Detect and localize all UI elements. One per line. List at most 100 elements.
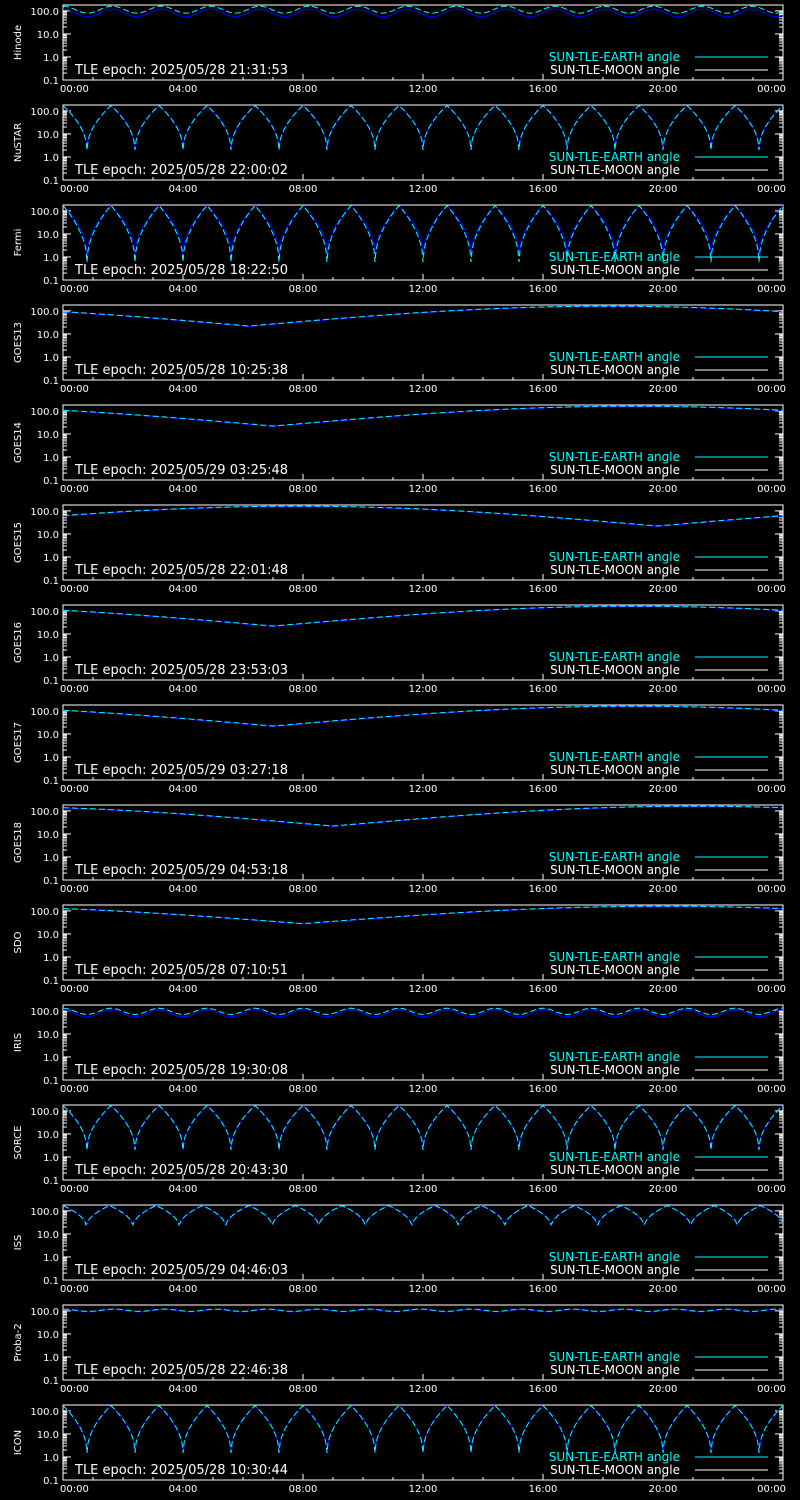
x-tick-label: 16:00 (529, 484, 558, 495)
tle-epoch: TLE epoch: 2025/05/28 20:43:30 (74, 1163, 288, 1178)
y-tick-label: 10.0 (37, 930, 59, 941)
x-tick-label: 04:00 (169, 984, 198, 995)
sun-tle-moon-line (62, 706, 783, 728)
tle-epoch: TLE epoch: 2025/05/28 22:01:48 (74, 563, 288, 578)
x-tick-label: 04:00 (169, 1284, 198, 1295)
x-tick-label: 12:00 (409, 1184, 438, 1195)
x-tick-label: 08:00 (289, 1284, 318, 1295)
x-tick-label: 20:00 (649, 784, 678, 795)
tle-epoch: TLE epoch: 2025/05/28 10:30:44 (74, 1463, 288, 1478)
x-tick-label: 08:00 (289, 384, 318, 395)
satellite-label: Hinode (13, 25, 24, 60)
panel-goes17: 100.010.01.00.100:00 04:00 08:00 12:00 16:00… (13, 704, 786, 795)
x-tick-label: 20:00 (649, 84, 678, 95)
y-tick-label: 100.0 (30, 1207, 59, 1218)
satellite-label: ISS (13, 1235, 24, 1251)
y-tick-label: 0.1 (43, 1376, 59, 1387)
x-tick-label: 16:00 (529, 384, 558, 395)
y-tick-label: 100.0 (30, 1307, 59, 1318)
y-tick-label: 10.0 (37, 30, 59, 41)
x-tick-label: 04:00 (169, 584, 198, 595)
x-tick-label: 00:00 (60, 84, 89, 95)
y-tick-label: 100.0 (30, 607, 59, 618)
legend-moon-label: SUN-TLE-MOON angle (550, 1463, 680, 1477)
legend-earth-label: SUN-TLE-EARTH angle (549, 1450, 680, 1464)
x-tick-label: 20:00 (649, 384, 678, 395)
tle-epoch: TLE epoch: 2025/05/28 10:25:38 (74, 363, 288, 378)
legend-moon-label: SUN-TLE-MOON angle (550, 963, 680, 977)
legend-moon-label: SUN-TLE-MOON angle (550, 63, 680, 77)
x-tick-label: 04:00 (169, 384, 198, 395)
y-tick-label: 1.0 (43, 753, 59, 764)
tle-epoch: TLE epoch: 2025/05/28 18:22:50 (74, 263, 288, 278)
x-tick-label: 20:00 (649, 1184, 678, 1195)
y-tick-label: 100.0 (30, 807, 59, 818)
x-tick-label: 12:00 (409, 484, 438, 495)
legend-earth-label: SUN-TLE-EARTH angle (549, 550, 680, 564)
tle-epoch: TLE epoch: 2025/05/28 23:53:03 (74, 663, 288, 678)
legend-earth-label: SUN-TLE-EARTH angle (549, 250, 680, 264)
y-tick-label: 100.0 (30, 407, 59, 418)
y-tick-label: 10.0 (37, 1430, 59, 1441)
x-tick-label: 16:00 (529, 784, 558, 795)
panel-iss: 100.010.01.00.100:00 04:00 08:00 12:00 16:00… (13, 1204, 786, 1295)
x-tick-label: 16:00 (529, 84, 558, 95)
x-tick-label: 00:00 (60, 1484, 89, 1495)
y-tick-label: 10.0 (37, 1130, 59, 1141)
x-tick-label: 00:00 (757, 1484, 786, 1495)
tle-epoch: TLE epoch: 2025/05/28 19:30:08 (74, 1063, 288, 1078)
legend-moon-label: SUN-TLE-MOON angle (550, 663, 680, 677)
tle-epoch: TLE epoch: 2025/05/29 04:46:03 (74, 1263, 288, 1278)
panel-goes13: 100.010.01.00.100:00 04:00 08:00 12:00 16:00… (13, 304, 786, 395)
satellite-label: GOES13 (13, 322, 24, 363)
legend-earth-label: SUN-TLE-EARTH angle (549, 1150, 680, 1164)
y-tick-label: 0.1 (43, 876, 59, 887)
y-tick-label: 10.0 (37, 530, 59, 541)
sun-tle-earth-line (62, 104, 784, 151)
x-tick-label: 00:00 (60, 784, 89, 795)
x-tick-label: 20:00 (649, 1284, 678, 1295)
legend-moon-label: SUN-TLE-MOON angle (550, 1263, 680, 1277)
sun-tle-moon-line (62, 606, 783, 628)
tle-epoch: TLE epoch: 2025/05/28 07:10:51 (74, 963, 288, 978)
y-tick-label: 10.0 (37, 1330, 59, 1341)
sun-tle-earth-line (62, 905, 783, 925)
x-tick-label: 08:00 (289, 1084, 318, 1095)
x-tick-label: 04:00 (169, 84, 198, 95)
x-tick-label: 12:00 (409, 584, 438, 595)
panel-goes15: 100.010.01.00.100:00 04:00 08:00 12:00 16:00… (13, 504, 786, 595)
y-tick-label: 10.0 (37, 330, 59, 341)
y-tick-label: 0.1 (43, 1076, 59, 1087)
x-tick-label: 20:00 (649, 1084, 678, 1095)
x-tick-label: 04:00 (169, 684, 198, 695)
sun-tle-earth-line (63, 405, 784, 427)
satellite-label: GOES16 (13, 622, 24, 663)
x-tick-label: 00:00 (757, 984, 786, 995)
y-tick-label: 100.0 (30, 1107, 59, 1118)
satellite-label: Fermi (13, 229, 24, 257)
sun-tle-earth-line (63, 1007, 783, 1016)
satellite-label: GOES15 (13, 522, 24, 563)
satellite-label: ICON (13, 1430, 24, 1455)
x-tick-label: 20:00 (649, 1484, 678, 1495)
y-tick-label: 0.1 (43, 1476, 59, 1487)
y-tick-label: 1.0 (43, 553, 59, 564)
x-tick-label: 00:00 (60, 384, 89, 395)
legend-earth-label: SUN-TLE-EARTH angle (549, 1050, 680, 1064)
y-tick-label: 100.0 (30, 907, 59, 918)
x-tick-label: 00:00 (757, 1184, 786, 1195)
x-tick-label: 00:00 (757, 184, 786, 195)
x-tick-label: 00:00 (60, 884, 89, 895)
y-tick-label: 10.0 (37, 130, 59, 141)
x-tick-label: 08:00 (289, 284, 318, 295)
y-tick-label: 0.1 (43, 76, 59, 87)
x-tick-label: 00:00 (757, 684, 786, 695)
x-tick-label: 08:00 (289, 184, 318, 195)
y-tick-label: 10.0 (37, 430, 59, 441)
x-tick-label: 16:00 (529, 1084, 558, 1095)
x-tick-label: 16:00 (529, 1284, 558, 1295)
x-tick-label: 12:00 (409, 84, 438, 95)
y-tick-label: 1.0 (43, 253, 59, 264)
x-tick-label: 00:00 (757, 1384, 786, 1395)
